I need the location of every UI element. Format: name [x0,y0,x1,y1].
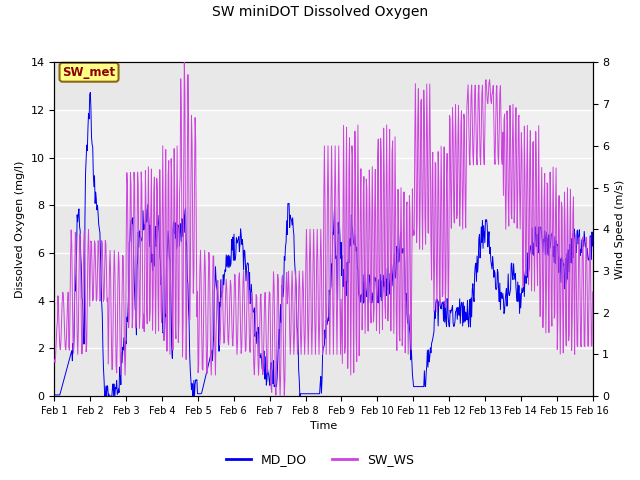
SW_WS [516,226,524,232]
Y-axis label: Wind Speed (m/s): Wind Speed (m/s) [615,180,625,279]
SW_WS [191,115,199,120]
X-axis label: Time: Time [310,421,337,432]
MD_DO [435,299,443,305]
MD_DO [589,243,596,249]
Text: SW_met: SW_met [63,66,116,79]
MD_DO [111,381,118,387]
Line: MD_DO: MD_DO [54,93,593,396]
Line: SW_WS: SW_WS [54,62,593,396]
Legend: MD_DO, SW_WS: MD_DO, SW_WS [221,448,419,471]
MD_DO [192,377,200,383]
MD_DO [51,392,58,398]
SW_WS [589,289,596,295]
MD_DO [282,243,289,249]
SW_WS [109,325,117,331]
Text: SW miniDOT Dissolved Oxygen: SW miniDOT Dissolved Oxygen [212,5,428,19]
MD_DO [457,304,465,310]
SW_WS [276,393,284,399]
Bar [54,110,593,205]
SW_WS [435,177,443,182]
MD_DO [86,90,94,96]
SW_WS [282,329,289,335]
SW_WS [51,357,58,363]
Y-axis label: Dissolved Oxygen (mg/l): Dissolved Oxygen (mg/l) [15,161,25,298]
MD_DO [516,290,524,296]
SW_WS [457,122,465,128]
MD_DO [101,393,109,399]
SW_WS [180,60,188,65]
